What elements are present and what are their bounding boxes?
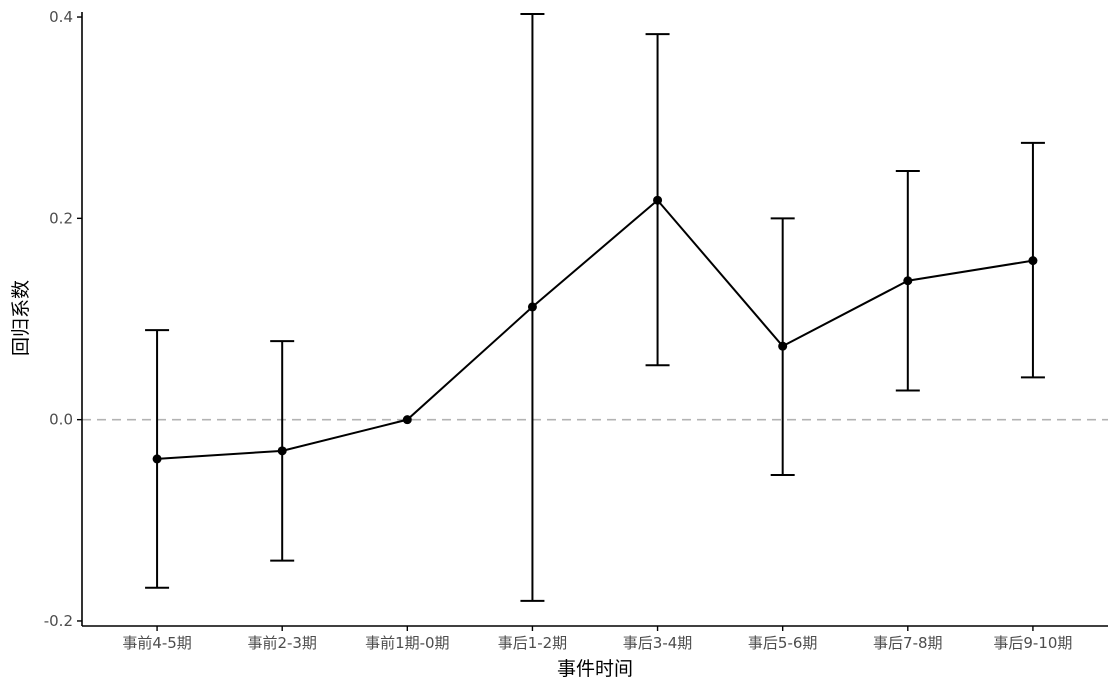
x-tick-label: 事后9-10期 bbox=[993, 634, 1072, 652]
y-tick-label: 0.4 bbox=[49, 8, 73, 26]
error-bars bbox=[145, 13, 1045, 602]
data-point bbox=[277, 446, 287, 456]
data-points bbox=[152, 195, 1038, 464]
y-axis-ticks: -0.2 0.0 0.2 0.4 bbox=[44, 8, 82, 630]
y-tick-label: 0.2 bbox=[49, 209, 73, 227]
data-point bbox=[152, 454, 162, 464]
data-point bbox=[1028, 256, 1038, 266]
data-point bbox=[653, 195, 663, 205]
x-tick-label: 事后5-6期 bbox=[748, 634, 818, 652]
x-axis-ticks: 事前4-5期 事前2-3期 事前1期-0期 事后1-2期 事后3-4期 事后5-6期 事后7… bbox=[122, 626, 1072, 652]
data-point bbox=[778, 341, 788, 351]
y-axis-title: 回归系数 bbox=[10, 280, 32, 356]
x-tick-label: 事后3-4期 bbox=[623, 634, 693, 652]
x-tick-label: 事前2-3期 bbox=[247, 634, 317, 652]
y-tick-label: -0.2 bbox=[44, 612, 73, 630]
series-line bbox=[157, 198, 1034, 460]
x-tick-label: 事前1期-0期 bbox=[365, 634, 450, 652]
x-tick-label: 事前4-5期 bbox=[122, 634, 192, 652]
data-point bbox=[903, 276, 913, 286]
data-point bbox=[402, 415, 412, 425]
x-tick-label: 事后1-2期 bbox=[498, 634, 568, 652]
y-tick-label: 0.0 bbox=[49, 411, 73, 429]
x-tick-label: 事后7-8期 bbox=[873, 634, 943, 652]
x-axis-title: 事件时间 bbox=[557, 658, 633, 680]
data-point bbox=[527, 302, 537, 312]
